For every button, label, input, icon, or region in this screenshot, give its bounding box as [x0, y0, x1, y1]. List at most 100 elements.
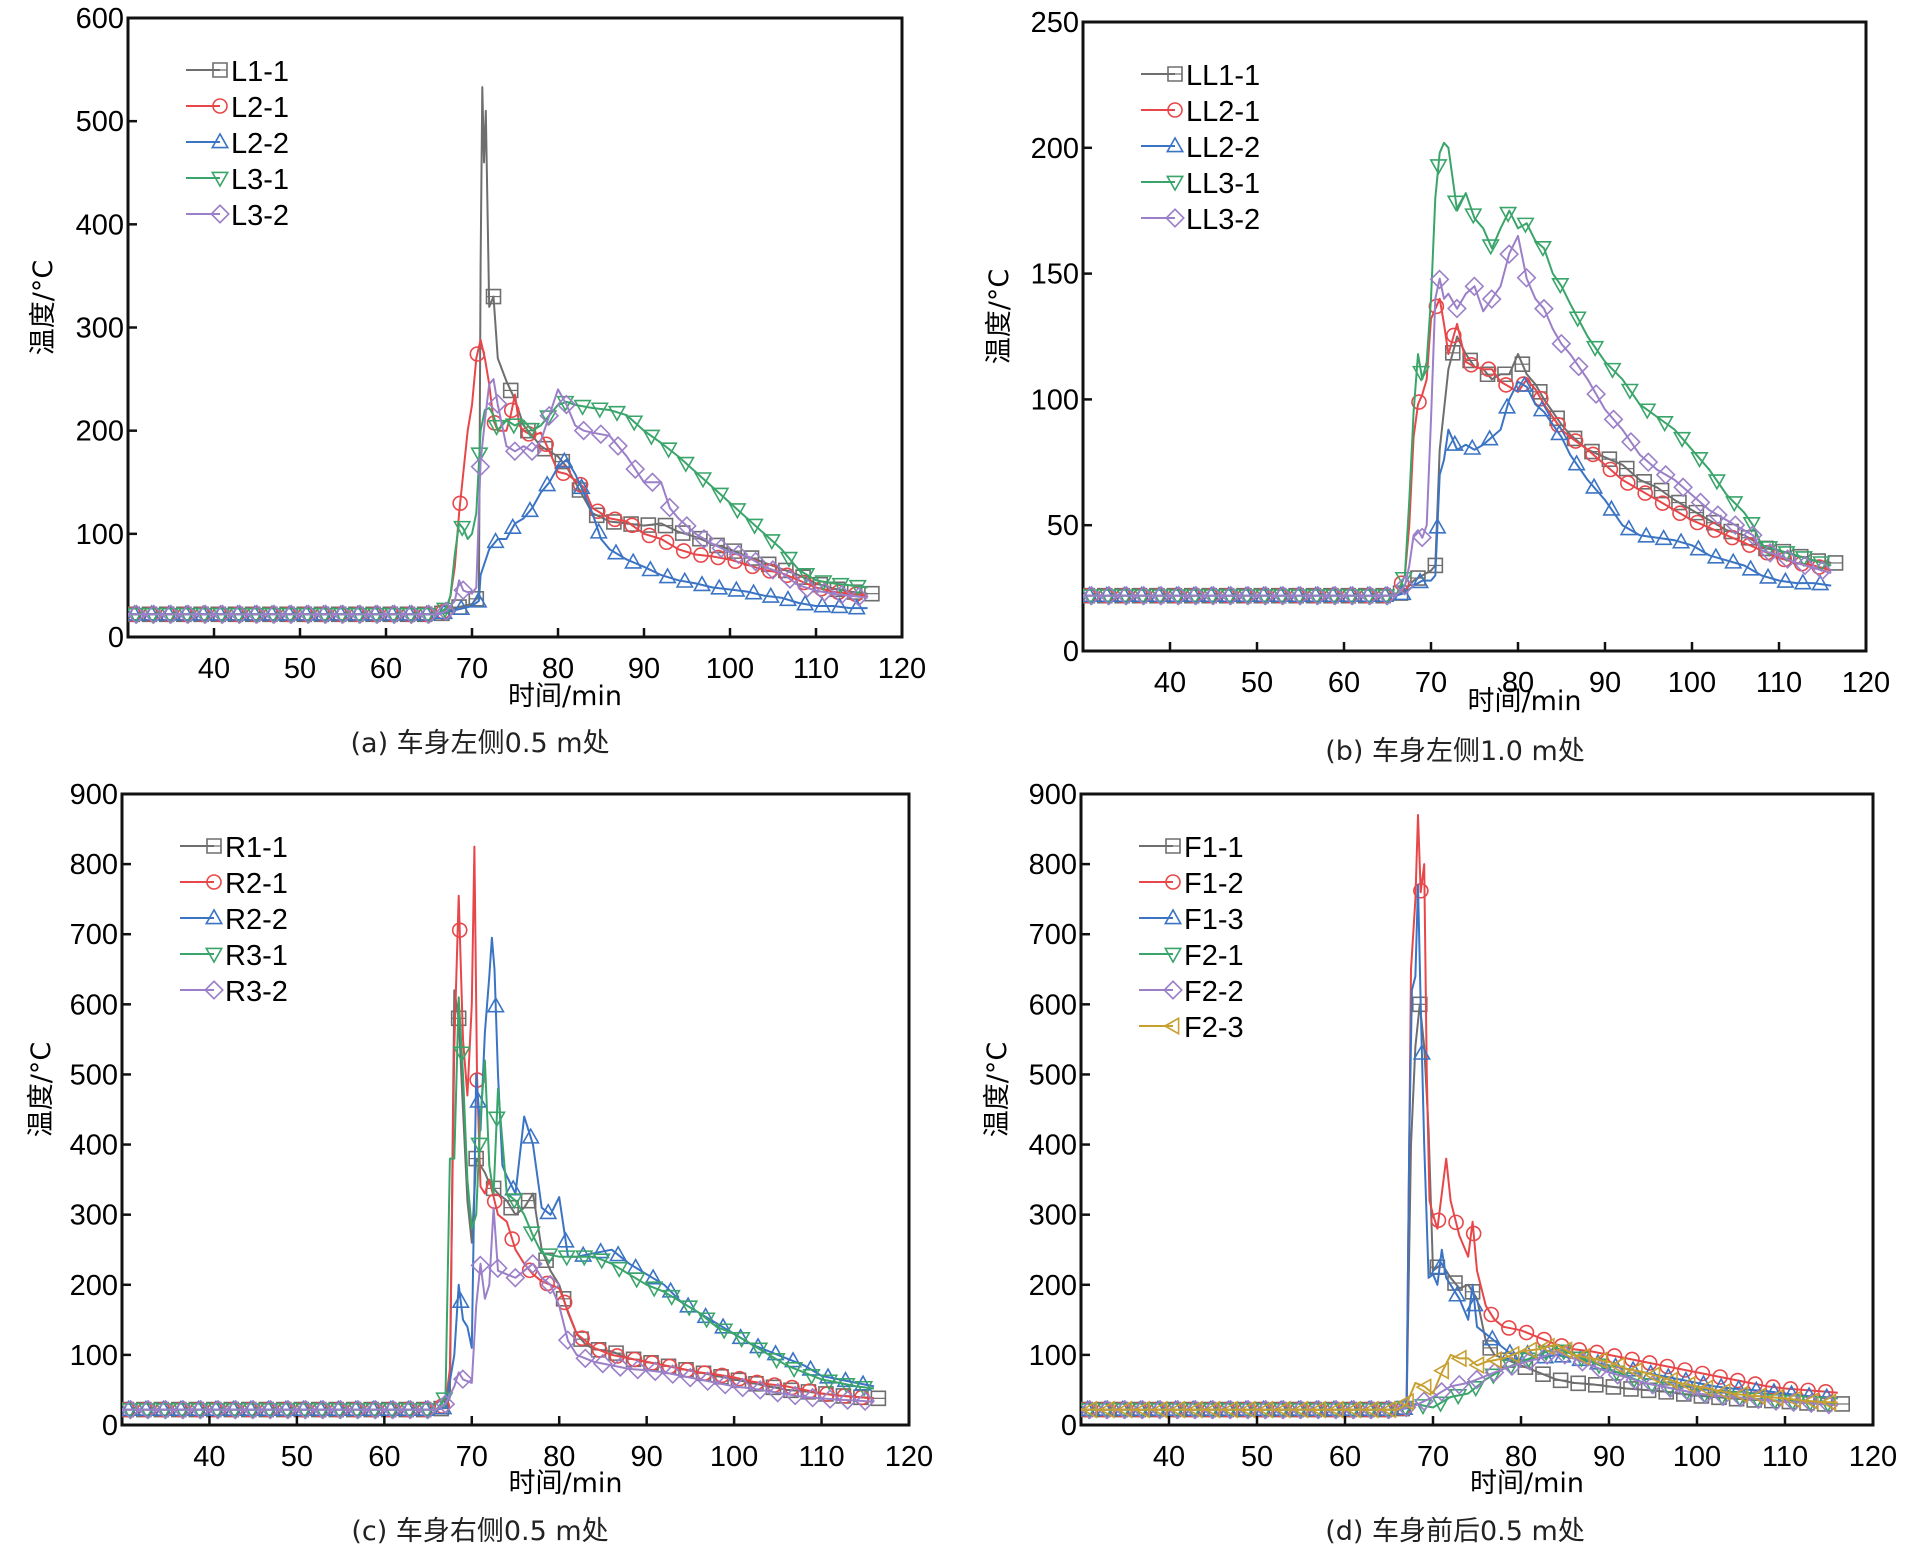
- data-marker-F2-3: [1450, 1349, 1467, 1368]
- series-markers-L3-2: [128, 393, 869, 625]
- data-marker-F2-3: [1098, 1400, 1115, 1419]
- data-marker-L3-2: [676, 516, 697, 536]
- data-marker-LL2-1: [1689, 514, 1706, 531]
- x-tick-label: 110: [1762, 1441, 1808, 1473]
- data-marker-LL3-2: [1238, 585, 1259, 606]
- data-marker-F1-2: [1729, 1372, 1746, 1389]
- data-marker-L3-1: [418, 607, 437, 624]
- series-line-L3-2: [128, 378, 868, 616]
- data-marker-LL3-1: [1185, 589, 1204, 606]
- data-marker-L3-1: [539, 410, 558, 427]
- legend-item-R3-1: R3-1: [180, 940, 288, 972]
- data-marker-L1-1: [657, 517, 674, 534]
- data-marker-F2-3: [1609, 1356, 1626, 1375]
- data-marker-L2-2: [520, 501, 540, 518]
- data-marker-LL3-2: [1273, 585, 1293, 606]
- plot-frame: [120, 792, 911, 1427]
- data-marker-LL3-2: [1447, 298, 1467, 319]
- data-marker-R3-2: [732, 1377, 753, 1398]
- data-marker-LL3-2: [1551, 333, 1572, 354]
- data-marker-R3-2: [383, 1399, 403, 1420]
- x-tick-label: 60: [1328, 667, 1360, 699]
- data-marker-L3-2: [728, 544, 749, 565]
- data-marker-L3-1: [711, 487, 730, 504]
- y-tick-label: 0: [108, 622, 124, 654]
- data-marker-L3-2: [522, 441, 542, 462]
- data-marker-L2-2: [469, 591, 488, 608]
- data-marker-L2-2: [847, 598, 866, 615]
- x-tick-label: 70: [456, 653, 488, 685]
- data-marker-F1-2: [1430, 1212, 1447, 1229]
- data-marker-R3-1: [592, 1253, 611, 1270]
- data-marker-L3-2: [229, 604, 250, 625]
- series-markers-R3-2: [122, 1253, 875, 1420]
- data-marker-F2-1: [1466, 1381, 1485, 1398]
- data-marker-LL2-1: [1654, 495, 1671, 511]
- data-marker-R3-1: [697, 1312, 716, 1329]
- y-tick-label: 200: [1029, 1270, 1077, 1302]
- data-marker-F2-2: [1081, 1399, 1100, 1420]
- x-axis-title: 时间/min: [508, 681, 622, 712]
- data-marker-LL3-1: [1533, 240, 1552, 258]
- y-tick-label: 800: [70, 849, 118, 881]
- data-marker-R3-1: [295, 1403, 314, 1420]
- data-marker-F2-2: [1695, 1384, 1716, 1405]
- data-marker-L3-1: [177, 607, 197, 624]
- data-marker-LL2-2: [1776, 571, 1795, 588]
- data-marker-L3-2: [539, 405, 560, 426]
- data-marker-R3-1: [312, 1403, 331, 1420]
- data-marker-LL2-2: [1515, 375, 1534, 392]
- data-marker-R3-1: [820, 1374, 839, 1391]
- data-marker-F2-3: [1380, 1400, 1397, 1419]
- data-marker-R3-1: [732, 1331, 751, 1349]
- data-marker-LL3-1: [1464, 208, 1483, 225]
- data-marker-F1-3: [1483, 1329, 1502, 1346]
- data-marker-F2-3: [1820, 1393, 1837, 1412]
- x-tick-label: 80: [1505, 1441, 1537, 1473]
- data-marker-F2-2: [1660, 1378, 1681, 1399]
- y-tick-label: 0: [1063, 636, 1079, 668]
- data-marker-LL3-1: [1499, 206, 1518, 223]
- series-line-R2-1: [122, 845, 875, 1411]
- data-marker-R3-2: [313, 1399, 333, 1420]
- data-marker-R2-2: [539, 1203, 558, 1220]
- data-marker-R3-1: [750, 1342, 769, 1359]
- legend-item-R2-1: R2-1: [180, 868, 288, 900]
- data-marker-LL3-2: [1742, 525, 1763, 546]
- data-marker-LL2-2: [1602, 499, 1621, 516]
- legend-item-L1-1: L1-1: [186, 56, 289, 88]
- data-marker-F1-3: [1712, 1377, 1731, 1394]
- data-marker-R3-1: [155, 1403, 174, 1420]
- data-marker-F1-1: [1658, 1384, 1674, 1400]
- x-tick-label: 120: [1842, 667, 1890, 699]
- series-line-LL2-1: [1083, 297, 1832, 597]
- data-marker-L2-2: [761, 586, 780, 603]
- data-marker-F1-2: [1413, 882, 1429, 899]
- legend-label: L2-1: [231, 92, 289, 124]
- data-marker-LL3-1: [1620, 383, 1639, 400]
- y-tick-label: 150: [1031, 259, 1079, 291]
- panel-a: 0 100 200 300 400 500 600 40 50 60 70 80 90 100 110 120…: [28, 3, 926, 759]
- data-marker-F1-3: [1448, 1285, 1467, 1302]
- y-tick-label: 100: [70, 1340, 118, 1372]
- legend-item-R2-2: R2-2: [180, 904, 288, 936]
- data-marker-L3-1: [590, 402, 609, 419]
- data-marker-F2-2: [1537, 1345, 1558, 1365]
- data-marker-F2-3: [1749, 1387, 1766, 1406]
- data-marker-L1-1: [709, 537, 725, 554]
- data-marker-L2-2: [555, 451, 574, 468]
- data-marker-LL2-2: [1410, 572, 1430, 589]
- data-marker-L1-1: [623, 516, 639, 532]
- y-axis-title: 温度/°C: [28, 260, 59, 355]
- series-group: [128, 86, 880, 625]
- data-marker-R3-2: [260, 1399, 281, 1420]
- data-marker-R3-2: [278, 1399, 298, 1420]
- data-marker-L3-2: [160, 604, 181, 625]
- data-marker-L1-1: [588, 507, 605, 524]
- data-marker-F2-3: [1626, 1361, 1643, 1380]
- data-marker-L2-1: [503, 402, 520, 419]
- data-marker-LL3-1: [1272, 589, 1291, 606]
- series-markers-L3-1: [128, 395, 867, 624]
- data-marker-LL2-1: [1585, 446, 1601, 463]
- data-marker-F2-3: [1679, 1375, 1696, 1394]
